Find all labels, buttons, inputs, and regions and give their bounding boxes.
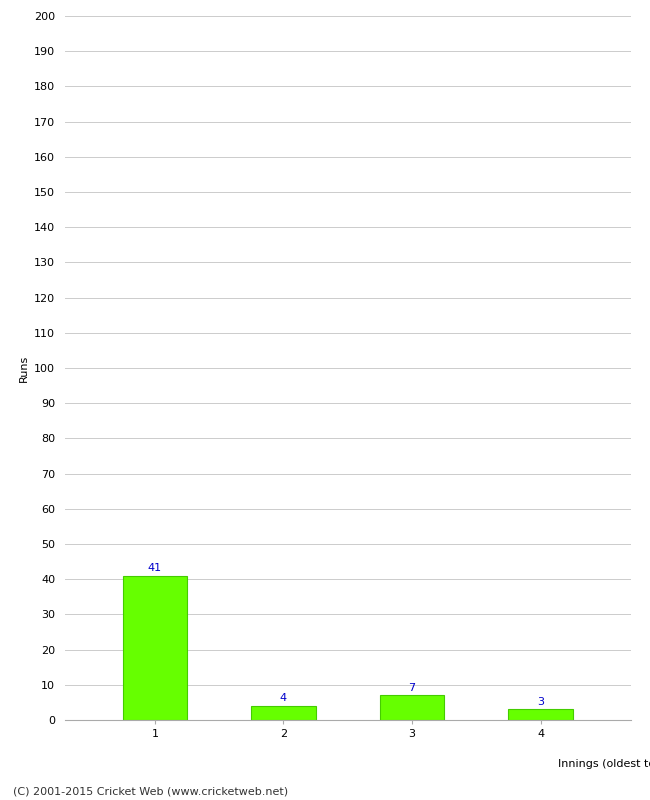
Bar (252, 706, 316, 720)
Text: 3: 3 (537, 697, 544, 706)
Text: 41: 41 (148, 563, 162, 573)
X-axis label: Innings (oldest to newest): Innings (oldest to newest) (558, 758, 650, 769)
Bar (508, 710, 573, 720)
Text: (C) 2001-2015 Cricket Web (www.cricketweb.net): (C) 2001-2015 Cricket Web (www.cricketwe… (13, 786, 288, 796)
Text: 7: 7 (408, 682, 415, 693)
Text: 4: 4 (280, 693, 287, 703)
Y-axis label: Runs: Runs (19, 354, 29, 382)
Bar (380, 695, 444, 720)
Bar (123, 576, 187, 720)
